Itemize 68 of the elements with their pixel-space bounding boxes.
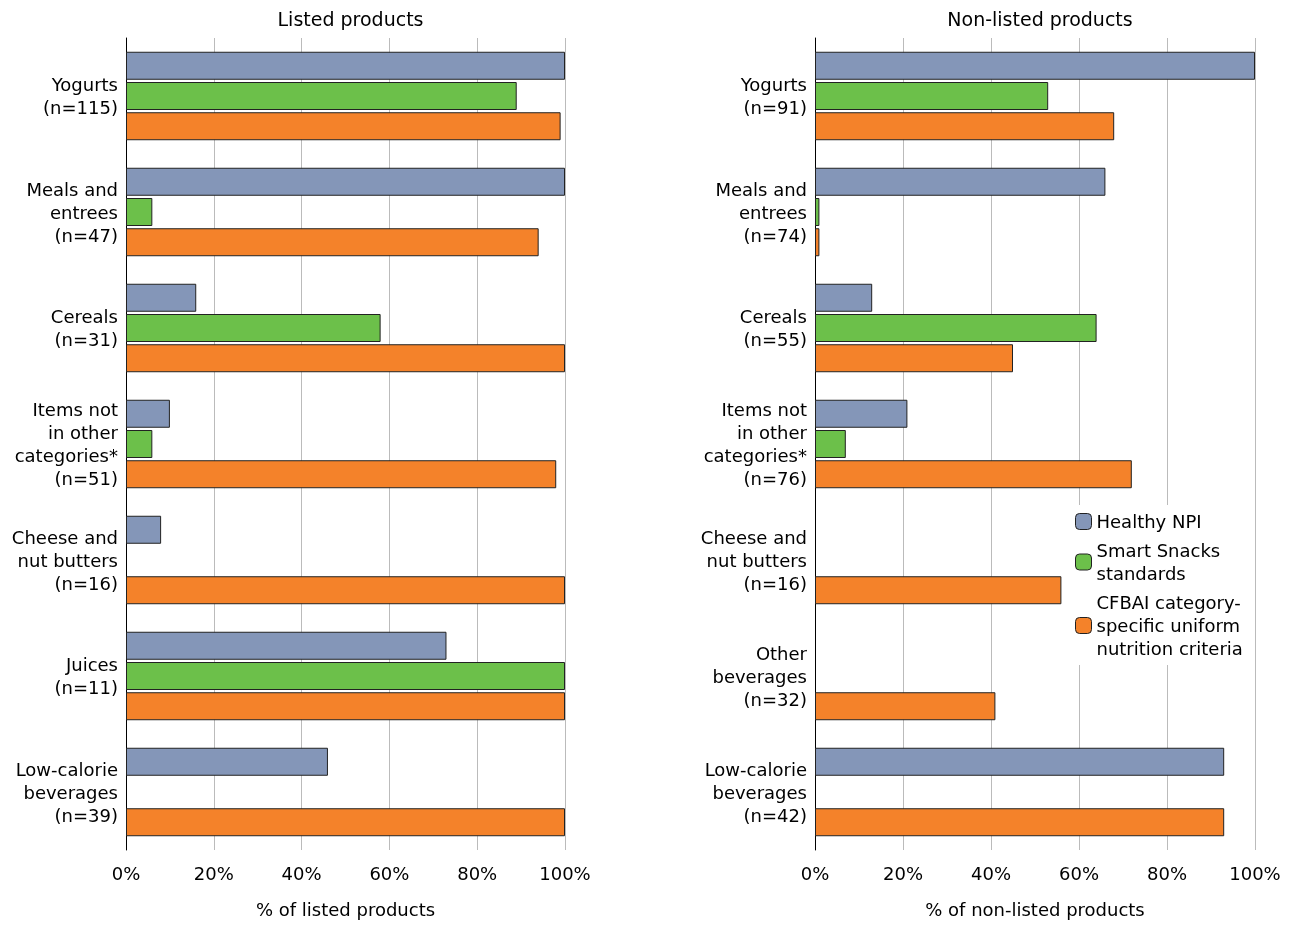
x-tick-label: 40% [970, 862, 1012, 884]
x-tick-label: 60% [369, 862, 410, 884]
y-tick-label: Cheese and nut butters (n=16) [11, 526, 118, 594]
bar [126, 662, 565, 690]
x-tick-label: 20% [882, 862, 924, 884]
bar [126, 460, 557, 489]
y-tick-label: Juices (n=11) [54, 654, 118, 698]
x-tick-label: 0% [111, 862, 141, 884]
y-tick-label: Other beverages (n=32) [712, 642, 808, 710]
bar [126, 515, 162, 544]
bar [815, 808, 1225, 837]
x-tick-label: 0% [800, 862, 830, 884]
bar [126, 82, 517, 110]
x-tick-label: 100% [1229, 862, 1281, 884]
bar [815, 112, 1115, 141]
bar [126, 576, 565, 605]
bar [126, 692, 565, 721]
y-tick-label: Meals and entrees (n=47) [26, 178, 118, 246]
bar [815, 314, 1097, 342]
chart-title: Non-listed products [947, 7, 1133, 30]
bar [815, 283, 873, 312]
y-tick-label: Cereals (n=31) [50, 306, 118, 350]
bar [815, 430, 846, 458]
x-tick-label: 80% [1146, 862, 1188, 884]
bar [126, 112, 561, 141]
bar [126, 51, 565, 80]
chart-title: Listed products [277, 7, 424, 30]
bar [815, 167, 1106, 196]
bar [815, 747, 1225, 776]
x-tick-label: 60% [1058, 862, 1100, 884]
y-tick-label: Low-calorie beverages (n=39) [15, 758, 118, 826]
bar [126, 344, 565, 373]
y-tick-label: Items not in other categories* (n=51) [14, 399, 119, 489]
y-tick-label: Yogurts (n=91) [739, 74, 807, 118]
bar [126, 228, 539, 257]
legend-label: Healthy NPI [1096, 511, 1202, 532]
bar [815, 51, 1255, 80]
bar [815, 344, 1013, 373]
x-axis-title: % of non-listed products [925, 898, 1145, 920]
y-tick-label: Meals and entrees (n=74) [715, 178, 807, 246]
bar [815, 576, 1062, 605]
legend-label: Smart Snacks standards [1096, 540, 1221, 584]
y-tick-label: Items not in other categories* (n=76) [703, 399, 808, 489]
bar [126, 430, 153, 458]
y-tick-label: Cheese and nut butters (n=16) [700, 526, 807, 594]
bar [815, 692, 996, 721]
bar [126, 399, 170, 428]
x-tick-label: 80% [457, 862, 498, 884]
bar [126, 283, 197, 312]
x-tick-label: 100% [539, 862, 591, 884]
bar [126, 747, 328, 776]
legend-label: CFBAI category- specific uniform nutrition criteria [1096, 592, 1243, 659]
bar [815, 399, 908, 428]
y-tick-label: Low-calorie beverages (n=42) [704, 758, 807, 826]
bar [815, 460, 1132, 489]
bar [126, 198, 153, 226]
bar [815, 228, 820, 257]
bar [126, 631, 447, 660]
bar [126, 808, 565, 837]
y-tick-label: Yogurts (n=115) [43, 74, 118, 118]
y-tick-label: Cereals (n=55) [739, 306, 807, 350]
x-tick-label: 40% [281, 862, 322, 884]
bar [815, 198, 820, 226]
x-tick-label: 20% [193, 862, 234, 884]
x-axis-title: % of listed products [255, 898, 436, 920]
bar [126, 314, 381, 342]
bar [815, 82, 1049, 110]
bar [126, 167, 565, 196]
